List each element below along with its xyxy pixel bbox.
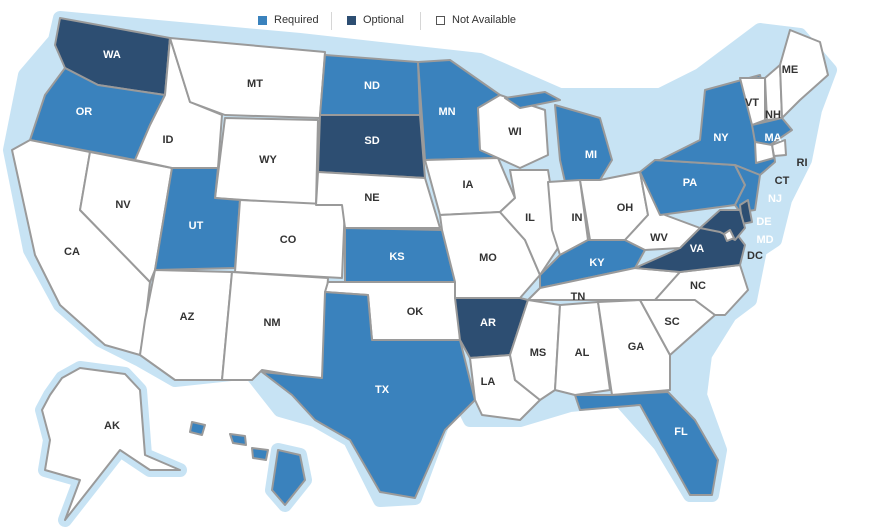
state-md[interactable] (699, 209, 746, 241)
state-hi[interactable] (189, 421, 306, 506)
state-label-tn: TN (571, 291, 586, 303)
state-label-ne: NE (364, 192, 379, 204)
state-label-oh: OH (617, 202, 634, 214)
state-label-nh: NH (765, 109, 781, 121)
state-az[interactable] (139, 269, 233, 381)
state-label-in: IN (572, 212, 583, 224)
state-tx[interactable] (261, 291, 476, 499)
state-label-dc: DC (747, 250, 763, 262)
state-label-ky: KY (589, 257, 605, 269)
legend-not-available-label: Not Available (452, 14, 517, 26)
states-layer (11, 17, 829, 521)
state-label-ma: MA (764, 132, 781, 144)
state-label-vt: VT (745, 97, 759, 109)
state-label-ia: IA (463, 179, 474, 191)
legend-required: Required (258, 14, 319, 26)
state-mt[interactable] (169, 37, 326, 119)
labels-layer: WA OR CA NV ID MT WY UT CO AZ NM ND SD NE KS OK TX MN IA MO… (64, 49, 807, 488)
state-label-ut: UT (189, 220, 204, 232)
state-label-sd: SD (364, 135, 379, 147)
state-ma[interactable] (751, 117, 793, 146)
state-label-ny: NY (713, 132, 729, 144)
state-label-nm: NM (263, 317, 280, 329)
state-label-wa: WA (103, 49, 121, 61)
state-label-ri: RI (797, 157, 808, 169)
state-label-pa: PA (683, 177, 698, 189)
swatch-required (258, 15, 267, 25)
state-label-al: AL (575, 347, 590, 359)
state-label-nv: NV (115, 199, 131, 211)
state-nm[interactable] (221, 271, 329, 381)
state-label-fl: FL (674, 426, 688, 438)
legend-divider (331, 12, 332, 30)
legend-divider (420, 12, 421, 30)
swatch-optional (347, 15, 356, 25)
state-label-id: ID (163, 134, 174, 146)
state-label-wv: WV (650, 232, 668, 244)
state-vt[interactable] (739, 77, 766, 126)
state-label-mo: MO (479, 252, 497, 264)
state-label-ok: OK (407, 306, 424, 318)
state-label-wi: WI (508, 126, 521, 138)
state-label-mt: MT (247, 78, 263, 90)
state-fl[interactable] (574, 391, 719, 496)
state-label-ms: MS (530, 347, 547, 359)
state-al[interactable] (554, 301, 611, 396)
state-label-az: AZ (180, 311, 195, 323)
state-label-ct: CT (775, 175, 790, 187)
state-co[interactable] (234, 199, 346, 279)
state-label-la: LA (481, 376, 496, 388)
state-label-co: CO (280, 234, 297, 246)
state-label-ak: AK (104, 420, 120, 432)
state-il[interactable] (499, 169, 561, 276)
state-dc[interactable] (723, 229, 735, 242)
state-ak[interactable] (41, 367, 181, 521)
legend-optional: Optional (347, 14, 404, 26)
state-label-mi: MI (585, 149, 597, 161)
state-label-nj: NJ (768, 193, 782, 205)
state-label-va: VA (690, 243, 705, 255)
state-label-hi: HI (239, 476, 250, 488)
state-ct[interactable] (754, 141, 775, 164)
state-label-me: ME (782, 64, 799, 76)
swatch-not-available (436, 15, 445, 25)
state-label-wy: WY (259, 154, 277, 166)
state-label-tx: TX (375, 384, 390, 396)
legend-not-available: Not Available (436, 14, 516, 26)
state-label-ar: AR (480, 317, 496, 329)
state-label-de: DE (756, 216, 771, 228)
state-label-ca: CA (64, 246, 80, 258)
state-label-mn: MN (438, 106, 455, 118)
legend-required-label: Required (274, 14, 319, 26)
state-label-or: OR (76, 106, 93, 118)
state-label-sc: SC (664, 316, 679, 328)
state-label-ks: KS (389, 251, 404, 263)
state-label-il: IL (525, 212, 535, 224)
state-label-ga: GA (628, 341, 645, 353)
map-legend: Required Optional Not Available (0, 10, 885, 32)
state-label-nc: NC (690, 280, 706, 292)
legend-optional-label: Optional (363, 14, 404, 26)
state-label-nd: ND (364, 80, 380, 92)
state-label-md: MD (756, 234, 773, 246)
